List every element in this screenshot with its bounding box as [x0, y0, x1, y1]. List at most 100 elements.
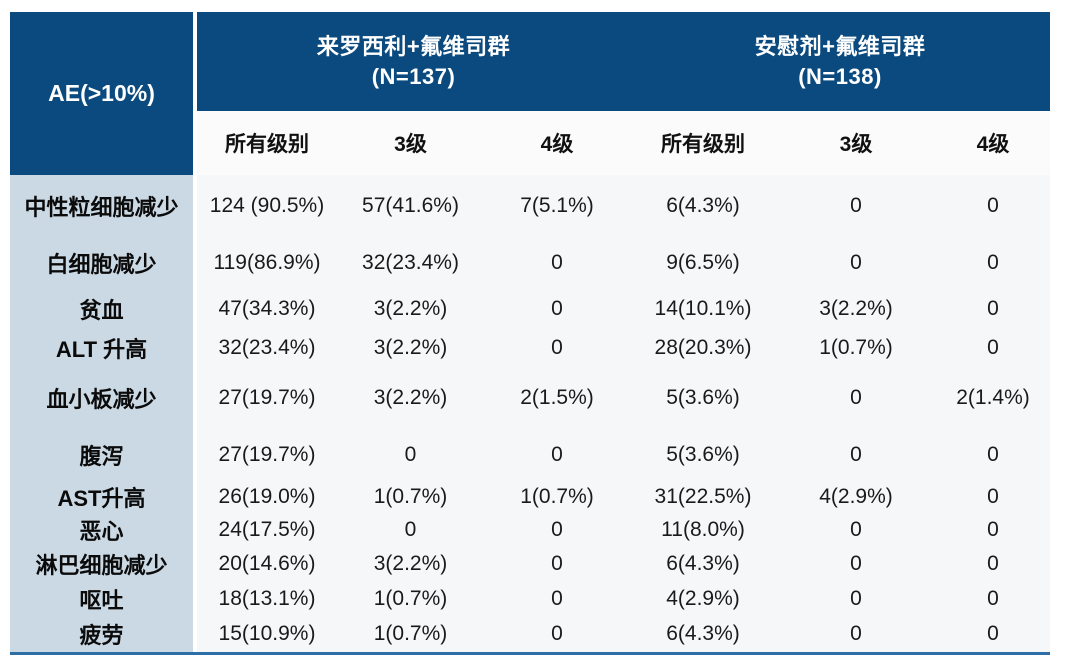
cell-value: 5(3.6%) — [630, 429, 776, 480]
column-header: 所有级别 — [661, 133, 745, 156]
cell-value: 3(2.2%) — [337, 289, 484, 329]
cell-value: 3(2.2%) — [337, 329, 484, 367]
cell-value: 0 — [484, 616, 630, 652]
cell-value: 0 — [936, 513, 1050, 546]
cell-value: 6(4.3%) — [630, 546, 776, 581]
row-label: ALT 升高 — [10, 329, 197, 367]
table-header: 来罗西利+氟维司群 (N=137) 安慰剂+氟维司群 (N=138) AE(>1… — [10, 12, 1050, 175]
cell-value: 27(19.7%) — [197, 429, 337, 480]
table-body: 中性粒细胞减少 124 (90.5%) 57(41.6%) 7(5.1%) 6(… — [10, 175, 1050, 652]
cell-value: 0 — [776, 513, 936, 546]
cell-value: 28(20.3%) — [630, 329, 776, 367]
cell-value: 7(5.1%) — [484, 175, 630, 237]
cell-value: 124 (90.5%) — [197, 175, 337, 237]
table-row: AST升高 26(19.0%) 1(0.7%) 1(0.7%) 31(22.5%… — [10, 480, 1050, 513]
cell-value: 0 — [776, 616, 936, 652]
cell-value: 0 — [936, 546, 1050, 581]
row-label: 淋巴细胞减少 — [10, 546, 197, 581]
cell-value: 0 — [936, 581, 1050, 616]
cell-value: 0 — [484, 329, 630, 367]
row-label: 中性粒细胞减少 — [10, 175, 197, 237]
cell-value: 0 — [776, 429, 936, 480]
column-header: 4级 — [976, 133, 1010, 156]
cell-value: 6(4.3%) — [630, 616, 776, 652]
cell-value: 6(4.3%) — [630, 175, 776, 237]
table-row: 血小板减少 27(19.7%) 3(2.2%) 2(1.5%) 5(3.6%) … — [10, 367, 1050, 429]
cell-value: 57(41.6%) — [337, 175, 484, 237]
row-label: 白细胞减少 — [10, 237, 197, 289]
table-row: 呕吐 18(13.1%) 1(0.7%) 0 4(2.9%) 0 0 — [10, 581, 1050, 616]
table-row: 白细胞减少 119(86.9%) 32(23.4%) 0 9(6.5%) 0 0 — [10, 237, 1050, 289]
cell-value: 14(10.1%) — [630, 289, 776, 329]
cell-value: 0 — [936, 329, 1050, 367]
cell-value: 0 — [776, 175, 936, 237]
group-title: 安慰剂+氟维司群 — [754, 33, 926, 59]
table-row: ALT 升高 32(23.4%) 3(2.2%) 0 28(20.3%) 1(0… — [10, 329, 1050, 367]
cell-value: 3(2.2%) — [337, 546, 484, 581]
column-header: 4级 — [540, 133, 574, 156]
cell-value: 0 — [776, 581, 936, 616]
row-label: 血小板减少 — [10, 367, 197, 429]
column-header: 所有级别 — [225, 133, 309, 156]
cell-value: 0 — [484, 581, 630, 616]
cell-value: 0 — [936, 237, 1050, 289]
cell-value: 0 — [337, 513, 484, 546]
cell-value: 4(2.9%) — [630, 581, 776, 616]
cell-value: 32(23.4%) — [337, 237, 484, 289]
cell-value: 0 — [484, 289, 630, 329]
row-label: AST升高 — [10, 480, 197, 513]
cell-value: 1(0.7%) — [337, 616, 484, 652]
group-n: (N=137) — [371, 63, 456, 89]
cell-value: 0 — [776, 367, 936, 429]
cell-value: 0 — [484, 429, 630, 480]
cell-value: 32(23.4%) — [197, 329, 337, 367]
group-title: 来罗西利+氟维司群 — [316, 33, 511, 59]
cell-value: 3(2.2%) — [337, 367, 484, 429]
cell-value: 0 — [936, 289, 1050, 329]
cell-value: 11(8.0%) — [630, 513, 776, 546]
cell-value: 0 — [484, 546, 630, 581]
cell-value: 0 — [936, 175, 1050, 237]
subheader-row: 所有级别 3级 4级 所有级别 3级 4级 — [197, 111, 1050, 175]
cell-value: 119(86.9%) — [197, 237, 337, 289]
cell-value: 24(17.5%) — [197, 513, 337, 546]
table-row: 中性粒细胞减少 124 (90.5%) 57(41.6%) 7(5.1%) 6(… — [10, 175, 1050, 237]
table-row: 疲劳 15(10.9%) 1(0.7%) 0 6(4.3%) 0 0 — [10, 616, 1050, 652]
cell-value: 1(0.7%) — [776, 329, 936, 367]
cell-value: 1(0.7%) — [337, 480, 484, 513]
row-label: 恶心 — [10, 513, 197, 546]
row-label: 贫血 — [10, 289, 197, 329]
cell-value: 26(19.0%) — [197, 480, 337, 513]
cell-value: 1(0.7%) — [337, 581, 484, 616]
cell-value: 0 — [484, 237, 630, 289]
cell-value: 3(2.2%) — [776, 289, 936, 329]
table-row: 腹泻 27(19.7%) 0 0 5(3.6%) 0 0 — [10, 429, 1050, 480]
cell-value: 4(2.9%) — [776, 480, 936, 513]
row-label: 疲劳 — [10, 616, 197, 652]
cell-value: 18(13.1%) — [197, 581, 337, 616]
cell-value: 0 — [936, 616, 1050, 652]
group-header-placebo: 安慰剂+氟维司群 (N=138) — [630, 12, 1050, 111]
cell-value: 0 — [484, 513, 630, 546]
adverse-events-table: 来罗西利+氟维司群 (N=137) 安慰剂+氟维司群 (N=138) AE(>1… — [10, 12, 1050, 655]
group-n: (N=138) — [798, 63, 882, 89]
table-row: 贫血 47(34.3%) 3(2.2%) 0 14(10.1%) 3(2.2%)… — [10, 289, 1050, 329]
group-header-treatment: 来罗西利+氟维司群 (N=137) — [197, 12, 630, 111]
row-label: 腹泻 — [10, 429, 197, 480]
cell-value: 0 — [337, 429, 484, 480]
cell-value: 0 — [776, 237, 936, 289]
cell-value: 5(3.6%) — [630, 367, 776, 429]
cell-value: 2(1.5%) — [484, 367, 630, 429]
cell-value: 47(34.3%) — [197, 289, 337, 329]
cell-value: 2(1.4%) — [936, 367, 1050, 429]
corner-cell-ae-label: AE(>10%) — [10, 12, 197, 175]
cell-value: 9(6.5%) — [630, 237, 776, 289]
column-header: 3级 — [839, 133, 873, 156]
cell-value: 0 — [776, 546, 936, 581]
cell-value: 1(0.7%) — [484, 480, 630, 513]
cell-value: 0 — [936, 480, 1050, 513]
table-row: 淋巴细胞减少 20(14.6%) 3(2.2%) 0 6(4.3%) 0 0 — [10, 546, 1050, 581]
column-header: 3级 — [394, 133, 427, 156]
cell-value: 0 — [936, 429, 1050, 480]
